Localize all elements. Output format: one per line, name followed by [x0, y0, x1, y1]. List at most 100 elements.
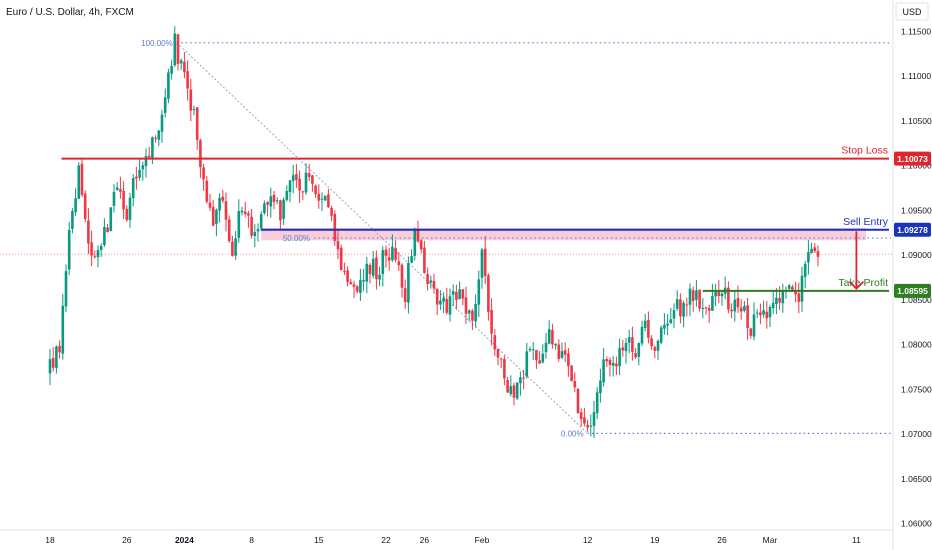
- candle-body: [813, 247, 817, 252]
- time-tick-label: 26: [717, 535, 727, 545]
- candle-body: [541, 353, 545, 363]
- candle-body: [592, 411, 596, 426]
- candle-body: [378, 274, 381, 280]
- candle-body: [253, 232, 257, 237]
- candle-body: [106, 227, 109, 233]
- currency-button-frame[interactable]: [895, 2, 929, 21]
- candle-body: [458, 289, 461, 300]
- time-tick-label: 8: [249, 535, 254, 545]
- candle-body: [608, 359, 612, 366]
- candle-body: [455, 291, 458, 300]
- candle-body: [131, 177, 135, 199]
- currency-button[interactable]: USD: [902, 7, 922, 17]
- candle-body: [736, 297, 740, 308]
- candle-body: [151, 137, 154, 158]
- candle-body: [109, 207, 113, 231]
- time-tick-label: 12: [583, 535, 593, 545]
- trade-level-price-tag: [894, 222, 931, 237]
- candle-body: [797, 293, 801, 302]
- candle-body: [275, 200, 279, 202]
- candle-body: [320, 198, 324, 200]
- candle-body: [269, 196, 273, 207]
- candle-body: [480, 249, 484, 278]
- candle-body: [666, 323, 669, 326]
- candle-body: [397, 261, 401, 266]
- candle-body: [775, 297, 778, 305]
- candle-body: [522, 377, 525, 379]
- candle-body: [599, 380, 602, 394]
- candle-body: [426, 274, 429, 284]
- candle-body: [365, 263, 369, 282]
- candle-body: [730, 309, 733, 312]
- candle-body: [691, 290, 695, 301]
- candle-body: [179, 60, 183, 64]
- price-tick-label: 1.07000: [901, 429, 932, 439]
- candle-body: [711, 296, 714, 311]
- candle-body: [640, 326, 644, 344]
- candle-body: [688, 288, 692, 305]
- candle-body: [752, 314, 756, 337]
- candle-body: [227, 219, 231, 241]
- candle-body: [387, 257, 391, 261]
- candle-body: [80, 163, 84, 195]
- candle-body: [531, 349, 535, 351]
- fib-trend-line: [176, 42, 588, 434]
- time-axis[interactable]: 18 26 2024 8 15 22 26 Feb 12 19 26 Mar 11: [45, 535, 861, 545]
- candle-body: [141, 165, 145, 170]
- candle-body: [707, 307, 711, 311]
- candle-body: [493, 335, 497, 350]
- candle-body: [615, 363, 618, 367]
- candle-body: [551, 330, 554, 345]
- time-tick-label: 19: [650, 535, 660, 545]
- candle-body: [221, 196, 225, 201]
- candle-body: [803, 263, 807, 277]
- candle-body: [259, 214, 263, 229]
- price-tick-label: 1.10000: [901, 161, 932, 171]
- candle-body: [87, 220, 90, 244]
- candle-body: [61, 305, 65, 354]
- candle-body: [659, 327, 663, 343]
- candle-body: [432, 280, 436, 289]
- time-tick-label: 18: [45, 535, 55, 545]
- candle-body: [119, 189, 122, 192]
- candle-body: [794, 290, 797, 295]
- candle-body: [544, 342, 548, 353]
- candle-body: [419, 240, 423, 250]
- candle-body: [807, 252, 810, 263]
- candle-body: [256, 228, 260, 232]
- candle-body: [231, 241, 234, 256]
- candle-body: [787, 285, 791, 289]
- candle-body: [739, 307, 743, 312]
- candle-body: [359, 280, 362, 293]
- candle-body: [538, 360, 541, 364]
- price-axis[interactable]: 1.11500 1.11000 1.10500 1.10000 1.09500 1.090…: [901, 27, 932, 529]
- candle-body: [282, 199, 285, 219]
- candle-body: [83, 193, 87, 219]
- candle-body: [371, 259, 375, 276]
- fib-level-label: 50.00%: [283, 234, 310, 243]
- candle-body: [685, 304, 689, 306]
- time-tick-label: 26: [420, 535, 430, 545]
- candle-body: [627, 337, 631, 343]
- candle-body: [266, 201, 269, 205]
- candle-body: [160, 114, 164, 132]
- candle-body: [186, 71, 189, 89]
- candle-body: [208, 202, 212, 208]
- candle-body: [506, 379, 509, 393]
- candle-body: [560, 351, 564, 358]
- price-tick-label: 1.10500: [901, 116, 932, 126]
- candle-body: [451, 291, 455, 295]
- candle-body: [279, 200, 282, 221]
- time-tick-label: Feb: [475, 535, 490, 545]
- price-tick-label: 1.11000: [901, 71, 931, 81]
- candle-body: [557, 344, 561, 359]
- trade-level-price-tag: [894, 283, 931, 298]
- candle-body: [483, 248, 487, 277]
- price-tick-label: 1.06000: [901, 519, 932, 529]
- trade-level-price: 1.08595: [897, 286, 928, 296]
- candle-body: [810, 248, 813, 254]
- candle-body: [634, 353, 637, 358]
- candle-body: [349, 282, 353, 285]
